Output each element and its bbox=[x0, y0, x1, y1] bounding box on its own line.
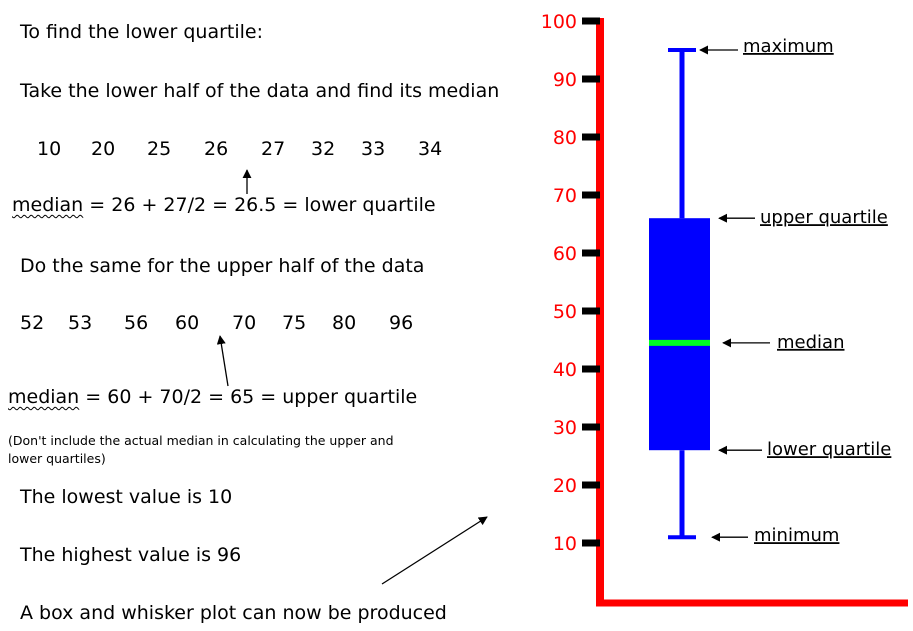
upper-value: 80 bbox=[332, 312, 357, 334]
lower-value: 25 bbox=[147, 138, 172, 160]
minimum-label: minimum bbox=[754, 525, 839, 546]
lower-quartile-heading: To find the lower quartile: bbox=[20, 21, 264, 43]
y-tick-label: 90 bbox=[553, 69, 577, 91]
lower-quartile-formula: = 26 + 27/2 = 26.5 = lower quartile bbox=[83, 194, 436, 216]
y-axis-tick-labels: 10 20 30 40 50 60 70 80 90 100 bbox=[541, 11, 577, 555]
lower-value: 20 bbox=[91, 138, 116, 160]
upper-value: 75 bbox=[282, 312, 307, 334]
to-plot-arrow bbox=[381, 516, 488, 585]
lower-quartile-label: lower quartile bbox=[767, 439, 891, 460]
median-term: median bbox=[8, 386, 80, 408]
y-tick-label: 50 bbox=[553, 301, 577, 323]
upper-value: 60 bbox=[175, 312, 200, 334]
quartile-note: (Don't include the actual median in calc… bbox=[8, 433, 394, 466]
lower-value: 10 bbox=[37, 138, 62, 160]
lowest-value-statement: The lowest value is 10 bbox=[20, 486, 233, 508]
y-tick-label: 40 bbox=[553, 359, 577, 381]
y-axis-ticks bbox=[582, 17, 600, 547]
upper-half-instruction: Do the same for the upper half of the da… bbox=[20, 255, 425, 277]
lower-quartile-calculation: median = 26 + 27/2 = 26.5 = lower quarti… bbox=[12, 194, 436, 216]
upper-quartile-label: upper quartile bbox=[760, 207, 888, 228]
upper-quartile-formula: = 60 + 70/2 = 65 = upper quartile bbox=[79, 386, 418, 408]
median-term: median bbox=[12, 194, 84, 216]
lower-half-instruction: Take the lower half of the data and find… bbox=[20, 80, 500, 102]
y-tick-label: 30 bbox=[553, 417, 577, 439]
y-tick-label: 20 bbox=[553, 475, 577, 497]
lower-value: 32 bbox=[311, 138, 336, 160]
lower-value: 27 bbox=[261, 138, 286, 160]
upper-value: 53 bbox=[68, 312, 93, 334]
conclusion-statement: A box and whisker plot can now be produc… bbox=[20, 602, 447, 624]
upper-value: 96 bbox=[389, 312, 414, 334]
lower-value: 26 bbox=[204, 138, 229, 160]
y-tick-label: 10 bbox=[553, 533, 577, 555]
upper-value: 70 bbox=[232, 312, 257, 334]
y-tick-label: 100 bbox=[541, 11, 577, 33]
interquartile-box bbox=[649, 218, 710, 451]
highest-value-statement: The highest value is 96 bbox=[20, 544, 242, 566]
median-label: median bbox=[777, 332, 844, 353]
y-tick-label: 60 bbox=[553, 243, 577, 265]
y-tick-label: 70 bbox=[553, 185, 577, 207]
y-tick-label: 80 bbox=[553, 127, 577, 149]
lower-value: 34 bbox=[418, 138, 443, 160]
lower-value: 33 bbox=[361, 138, 386, 160]
upper-quartile-calculation: median = 60 + 70/2 = 65 = upper quartile bbox=[8, 386, 417, 408]
upper-value: 52 bbox=[20, 312, 45, 334]
maximum-label: maximum bbox=[743, 36, 834, 57]
upper-median-pointer-arrow bbox=[216, 335, 229, 387]
upper-value: 56 bbox=[124, 312, 149, 334]
